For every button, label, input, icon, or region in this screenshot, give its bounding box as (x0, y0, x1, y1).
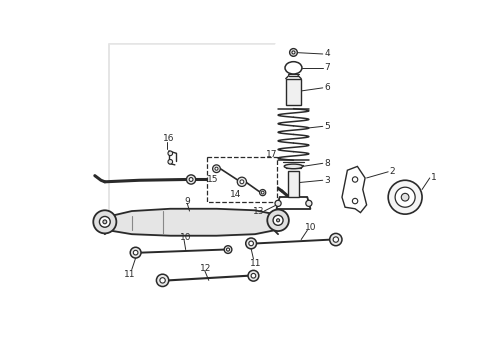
Circle shape (261, 191, 264, 194)
Circle shape (260, 189, 266, 195)
Text: 7: 7 (324, 63, 330, 72)
Ellipse shape (284, 164, 303, 169)
Text: 15: 15 (206, 175, 218, 184)
Text: 6: 6 (324, 84, 330, 93)
Circle shape (226, 248, 229, 251)
Text: 1: 1 (431, 174, 437, 183)
Circle shape (290, 49, 297, 56)
Circle shape (273, 215, 283, 225)
Circle shape (103, 220, 107, 224)
Circle shape (133, 250, 138, 255)
Bar (207, 157, 276, 202)
Circle shape (395, 187, 415, 207)
Circle shape (240, 180, 244, 184)
Text: 14: 14 (230, 190, 242, 199)
Circle shape (352, 177, 358, 182)
Circle shape (168, 151, 172, 156)
Circle shape (268, 210, 289, 231)
Circle shape (224, 246, 232, 253)
Circle shape (330, 233, 342, 246)
Circle shape (237, 177, 246, 186)
Circle shape (251, 274, 256, 278)
Text: 2: 2 (390, 167, 395, 176)
Circle shape (306, 200, 312, 206)
Text: 3: 3 (324, 176, 330, 185)
Text: 12: 12 (199, 264, 211, 273)
Text: 5: 5 (324, 122, 330, 131)
Text: 10: 10 (179, 233, 191, 242)
Bar (286, 78, 301, 105)
Circle shape (275, 200, 281, 206)
Circle shape (160, 278, 165, 283)
Circle shape (388, 180, 422, 214)
Circle shape (187, 175, 196, 184)
Text: 16: 16 (163, 134, 174, 143)
Circle shape (249, 241, 253, 246)
Circle shape (401, 193, 409, 201)
Circle shape (213, 165, 220, 172)
Circle shape (246, 238, 257, 249)
Circle shape (292, 51, 295, 54)
Circle shape (333, 237, 339, 242)
Text: 9: 9 (184, 197, 190, 206)
Text: 17: 17 (266, 149, 277, 158)
Text: 11: 11 (124, 270, 136, 279)
Text: 11: 11 (249, 259, 261, 268)
Circle shape (168, 159, 172, 164)
Ellipse shape (285, 62, 302, 74)
Text: 8: 8 (324, 159, 330, 168)
Circle shape (248, 270, 259, 281)
Circle shape (189, 177, 193, 181)
Circle shape (93, 210, 117, 233)
Circle shape (276, 219, 280, 222)
Circle shape (215, 167, 218, 170)
Text: 4: 4 (324, 49, 330, 58)
Circle shape (156, 274, 169, 287)
Text: 10: 10 (305, 223, 317, 232)
Bar (288, 171, 299, 197)
Circle shape (130, 247, 141, 258)
Circle shape (99, 216, 110, 227)
Circle shape (352, 198, 358, 204)
Text: 13: 13 (253, 207, 265, 216)
